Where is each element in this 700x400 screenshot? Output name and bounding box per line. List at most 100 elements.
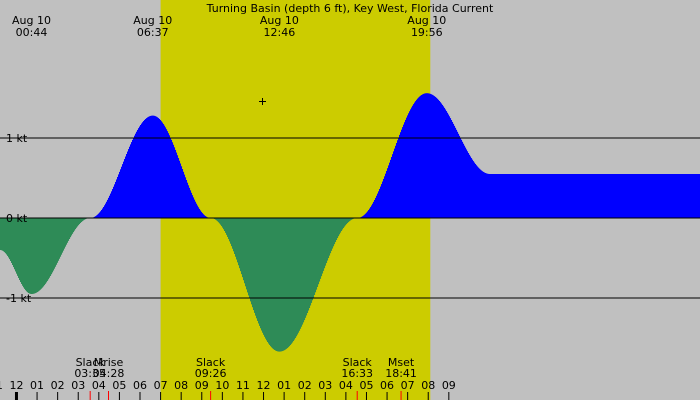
event-label: Mset xyxy=(388,356,415,369)
flood-area-slice xyxy=(666,174,668,218)
ebb-area-slice xyxy=(292,218,294,343)
flood-area-slice xyxy=(164,125,166,218)
flood-area-slice xyxy=(483,171,485,218)
flood-area-slice xyxy=(464,145,466,218)
flood-area-slice xyxy=(389,162,391,218)
flood-area-slice xyxy=(670,174,672,218)
flood-area-slice xyxy=(515,174,517,218)
ebb-area-slice xyxy=(344,218,346,227)
ebb-area-slice xyxy=(78,218,80,226)
flood-area-slice xyxy=(678,174,680,218)
flood-area-slice xyxy=(150,115,152,218)
flood-area-slice xyxy=(611,174,613,218)
flood-area-slice xyxy=(532,174,534,218)
ebb-area-slice xyxy=(82,218,84,222)
flood-area-slice xyxy=(166,129,168,218)
ebb-area-slice xyxy=(331,218,333,251)
flood-area-slice xyxy=(196,203,198,218)
flood-area-slice xyxy=(570,174,572,218)
flood-area-slice xyxy=(158,118,160,218)
ebb-area-slice xyxy=(68,218,70,241)
flood-area-slice xyxy=(410,109,412,218)
ebb-area-slice xyxy=(282,218,284,352)
flood-area-slice xyxy=(454,125,456,218)
ebb-area-slice xyxy=(271,218,273,348)
y-tick-label: 0 kt xyxy=(6,212,28,225)
ebb-area-slice xyxy=(286,218,288,349)
hour-tick-label: 10 xyxy=(215,379,229,392)
ebb-area-slice xyxy=(9,218,11,260)
flood-area-slice xyxy=(682,174,684,218)
ebb-area-slice xyxy=(81,218,83,223)
flood-area-slice xyxy=(656,174,658,218)
flood-area-slice xyxy=(393,151,395,218)
ebb-area-slice xyxy=(26,218,28,292)
gridlines xyxy=(0,137,700,299)
flood-area-slice xyxy=(474,162,476,218)
ebb-area-slice xyxy=(80,218,82,223)
flood-area-slice xyxy=(181,166,183,218)
ebb-area-slice xyxy=(22,218,24,286)
extremum-date: Aug 10 xyxy=(260,14,299,27)
flood-area-slice xyxy=(124,159,126,218)
flood-area-slice xyxy=(151,115,153,218)
ebb-area-slice xyxy=(351,218,353,220)
flood-area-slice xyxy=(658,174,660,218)
ebb-area-slice xyxy=(290,218,292,345)
flood-area-slice xyxy=(476,165,478,218)
ebb-area-slice xyxy=(346,218,348,225)
ebb-area-slice xyxy=(339,218,341,235)
ebb-area-slice xyxy=(219,218,221,224)
ebb-area-slice xyxy=(233,218,235,252)
flood-area-slice xyxy=(171,139,173,218)
ebb-area-slice xyxy=(29,218,31,294)
ebb-area-slice xyxy=(0,218,2,251)
ebb-area-slice xyxy=(284,218,286,351)
ebb-area-slice xyxy=(315,218,317,293)
hour-axis: 11 12 01 02 03 04 05 06 07 08 09 10 11 12 01 02 03 04 05 06… xyxy=(0,379,456,400)
flood-area-slice xyxy=(123,161,125,218)
flood-area-slice xyxy=(362,216,364,218)
ebb-area-slice xyxy=(324,218,326,269)
flood-area-slice xyxy=(149,116,151,218)
ebb-area-slice xyxy=(285,218,287,350)
flood-area-slice xyxy=(107,199,109,218)
ebb-area-slice xyxy=(76,218,78,228)
flood-area-slice xyxy=(489,173,491,218)
flood-area-slice xyxy=(646,174,648,218)
flood-area-slice xyxy=(552,174,554,218)
chart-title: Turning Basin (depth 6 ft), Key West, Fl… xyxy=(206,2,494,15)
flood-area-slice xyxy=(189,187,191,218)
ebb-area-slice xyxy=(17,218,19,276)
flood-area-slice xyxy=(505,174,507,218)
event-label: Slack xyxy=(196,356,226,369)
flood-area-slice xyxy=(435,96,437,218)
flood-area-slice xyxy=(157,117,159,218)
ebb-area-slice xyxy=(66,218,68,245)
flood-area-slice xyxy=(137,129,139,218)
flood-area-slice xyxy=(539,174,541,218)
ebb-area-slice xyxy=(47,218,49,281)
flood-area-slice xyxy=(605,174,607,218)
ebb-area-slice xyxy=(74,218,76,231)
hour-tick-label: 02 xyxy=(298,379,312,392)
ebb-area-slice xyxy=(65,218,67,247)
now-marker-icon xyxy=(259,98,266,105)
flood-area-slice xyxy=(633,174,635,218)
ebb-area-slice xyxy=(250,218,252,302)
y-tick-label: -1 kt xyxy=(6,292,32,305)
ebb-area-slice xyxy=(299,218,301,331)
flood-area-slice xyxy=(643,174,645,218)
flood-area-slice xyxy=(438,99,440,218)
flood-area-slice xyxy=(619,174,621,218)
flood-area-slice xyxy=(562,174,564,218)
ebb-area-slice xyxy=(350,218,352,221)
flood-area-slice xyxy=(535,174,537,218)
flood-area-slice xyxy=(139,126,141,218)
flood-area-slice xyxy=(540,174,542,218)
ebb-area-slice xyxy=(321,218,323,277)
flood-area-slice xyxy=(95,216,97,218)
flood-area-slice xyxy=(462,141,464,218)
ebb-area-slice xyxy=(33,218,35,294)
flood-area-slice xyxy=(579,174,581,218)
